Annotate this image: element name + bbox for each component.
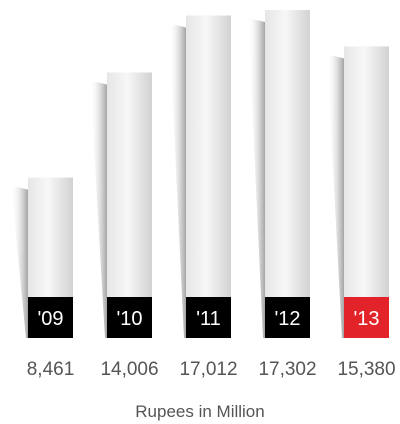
value-label: 17,012 (179, 359, 238, 380)
category-label: '12 (274, 308, 300, 330)
category-label-box (186, 297, 231, 338)
bar-3 (265, 10, 310, 338)
category-label: '10 (116, 308, 142, 330)
category-label-box (107, 297, 152, 338)
category-label: '09 (37, 308, 63, 330)
bar-1 (107, 72, 152, 339)
bar-shadow (248, 18, 265, 338)
bar-2 (186, 15, 231, 339)
category-label: '13 (353, 308, 379, 330)
value-label: 17,302 (258, 359, 317, 380)
bar-shadow (327, 54, 344, 338)
bar-shadow (169, 23, 186, 339)
chart-caption: Rupees in Million (135, 402, 265, 421)
value-label: 14,006 (100, 359, 159, 380)
category-label-box (265, 297, 310, 338)
category-label-box (28, 297, 73, 338)
value-label: 8,461 (26, 359, 75, 380)
category-label: '11 (196, 308, 221, 330)
bar-shadow (11, 185, 28, 338)
category-label-box (344, 297, 389, 338)
value-label: 15,380 (337, 359, 396, 380)
bar-4 (344, 46, 389, 338)
bar-shadow (90, 80, 107, 339)
